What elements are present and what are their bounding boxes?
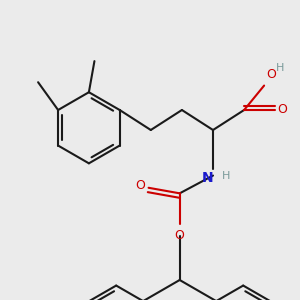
- Text: O: O: [266, 68, 276, 81]
- Text: N: N: [202, 171, 213, 185]
- Text: H: H: [222, 171, 230, 181]
- Text: O: O: [175, 229, 184, 242]
- Text: H: H: [276, 63, 285, 73]
- Text: O: O: [278, 103, 287, 116]
- Text: O: O: [135, 179, 145, 192]
